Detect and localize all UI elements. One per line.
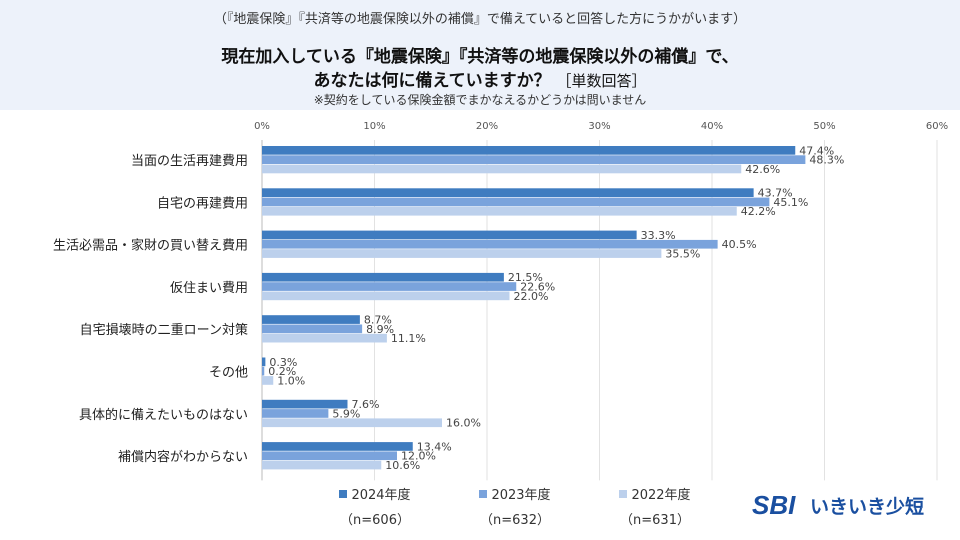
data-label: 22.0% [514,290,549,303]
bar [262,376,274,385]
bar [262,206,737,216]
data-label: 35.5% [665,248,700,261]
data-label: 5.9% [332,407,360,420]
bar [262,155,806,164]
legend-label-2023: 2023年度 [491,488,551,503]
legend-item-2022: 2022年度 （n=631） [590,484,720,528]
legend-n-2023: （n=632） [480,513,550,528]
bar [262,249,662,258]
data-label: 10.6% [385,459,420,472]
bar [262,451,397,461]
x-tick-label: 30% [588,121,610,132]
data-label: 0.2% [268,365,296,378]
x-tick-label: 10% [363,121,385,132]
chart-title-question: あなたは何に備えていますか？ [313,71,551,91]
answer-type-tag: ［単数回答］ [556,72,647,90]
data-label: 42.2% [741,205,776,218]
legend-n-2024: （n=606） [340,513,410,528]
bar [262,188,754,197]
data-label: 7.6% [352,398,380,411]
bar [262,282,517,291]
category-label: 当面の生活再建費用 [131,154,248,169]
data-label: 47.4% [799,144,834,157]
data-label: 11.1% [391,332,426,345]
data-label: 13.4% [417,440,452,453]
data-label: 40.5% [722,238,757,251]
data-label: 45.1% [773,196,808,209]
bar [262,399,348,409]
category-label: 自宅の再建費用 [157,196,248,211]
category-label: 具体的に備えたいものはない [79,407,248,423]
bar [262,357,266,367]
x-tick-label: 60% [926,121,948,132]
bar [262,409,329,418]
logo-brand-text: SBI [752,490,796,520]
category-label: 生活必需品・家財の買い替え費用 [53,238,248,254]
x-tick-label: 40% [701,121,723,132]
category-label: 仮住まい費用 [170,281,248,296]
legend-label-2022: 2022年度 [631,488,691,503]
bar [262,442,413,451]
legend-item-2023: 2023年度 （n=632） [450,484,580,528]
bar [262,230,637,240]
chart-title-line2: あなたは何に備えていますか？ ［単数回答］ [0,66,960,91]
data-label: 21.5% [508,271,543,284]
logo-name-text: いきいき少短 [810,495,924,518]
bar [262,146,796,155]
legend-item-2024: 2024年度 （n=606） [310,484,440,528]
bar [262,197,770,207]
legend-n-2022: （n=631） [620,513,690,528]
legend-swatch-2022 [619,490,628,498]
bar [262,333,387,343]
chart-note: ※契約をしている保険金額でまかなえるかどうかは問いません [313,93,647,107]
category-label: 補償内容がわからない [118,449,248,465]
legend-label-2024: 2024年度 [351,488,411,503]
bar-chart: 0% 10% 20% 30% 40% 50% 60% 当面の生活再建費用 47.4%48.3% 4… [53,121,948,481]
data-label: 43.7% [758,187,793,200]
bar [262,291,510,301]
legend-swatch-2023 [479,490,488,498]
category-label: その他 [209,365,248,380]
chart-legend: 2024年度 （n=606） 2023年度 （n=632） 2022年度 （n=… [310,484,730,530]
data-label: 16.0% [446,417,481,430]
bar [262,460,382,470]
sbi-ikiiki-logo: SBI いきいき少短 [752,490,924,520]
data-label: 22.6% [520,281,555,294]
data-label: 8.9% [366,323,394,336]
x-tick-label: 0% [254,121,270,132]
bar [262,418,442,428]
data-label: 48.3% [809,154,844,167]
data-label: 1.0% [277,374,305,387]
data-label: 42.6% [745,163,780,176]
bar [262,239,718,249]
legend-swatch-2024 [339,490,348,498]
survey-condition-text: （『地震保険』『共済等の地震保険以外の補償』で備えていると回答した方にうかがいま… [213,12,747,27]
bar [262,272,504,282]
header-banner: （『地震保険』『共済等の地震保険以外の補償』で備えていると回答した方にうかがいま… [0,0,960,110]
bar [262,164,742,174]
data-label: 33.3% [641,229,676,242]
x-tick-label: 50% [813,121,835,132]
category-label: 自宅損壊時の二重ローン対策 [80,322,248,338]
chart-title-line1: 現在加入している『地震保険』『共済等の地震保険以外の補償』で、 [221,47,739,67]
data-label: 0.3% [269,356,297,369]
bar [262,315,360,324]
data-label: 8.7% [364,314,392,327]
bar [262,366,265,376]
data-label: 12.0% [401,450,436,463]
x-tick-label: 20% [476,121,498,132]
bar [262,324,363,334]
